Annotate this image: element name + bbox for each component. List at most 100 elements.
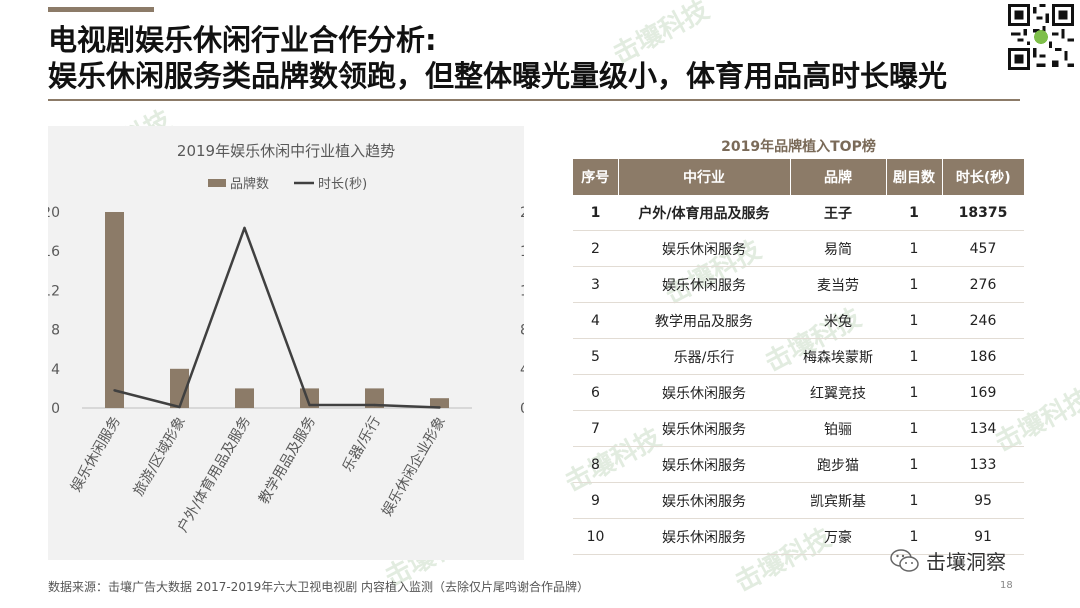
- brand-name: 击壤洞察: [926, 550, 1006, 574]
- legend-label-line: 时长(秒): [318, 177, 367, 192]
- cell-duration: 169: [942, 374, 1024, 411]
- cell-brand: 跑步猫: [790, 446, 886, 483]
- table-header-row: 序号 中行业 品牌 剧目数 时长(秒): [573, 159, 1024, 195]
- cell-show-count: 1: [886, 482, 942, 519]
- y-right-tick-label: 0: [520, 401, 524, 417]
- cell-duration: 18375: [942, 195, 1024, 231]
- page-number: 18: [1000, 580, 1013, 591]
- cell-show-count: 1: [886, 446, 942, 483]
- cell-rank: 9: [573, 482, 618, 519]
- cell-rank: 6: [573, 374, 618, 411]
- cell-industry: 娱乐休闲服务: [618, 410, 790, 447]
- cell-brand: 万豪: [790, 518, 886, 555]
- y-left-tick-label: 16: [48, 244, 60, 260]
- chart-panel: 2019年娱乐休闲中行业植入趋势 品牌数 时长(秒) 0 4 8 12 16 20 0 40…: [48, 126, 524, 560]
- line-point-5: [438, 406, 441, 409]
- x-category-label: 户外/体育用品及服务: [174, 414, 254, 536]
- y-left-tick-label: 12: [48, 283, 60, 299]
- table-row: 7 娱乐休闲服务 铂骊 1 134: [573, 410, 1024, 447]
- cell-show-count: 1: [886, 266, 942, 303]
- cell-industry: 乐器/乐行: [618, 338, 790, 375]
- cell-industry: 娱乐休闲服务: [618, 230, 790, 267]
- duration-line: [114, 226, 440, 409]
- col-header-show-count: 剧目数: [886, 159, 943, 195]
- cell-brand: 米兔: [790, 302, 886, 339]
- table-row: 10 娱乐休闲服务 万豪 1 91: [573, 518, 1024, 555]
- title-accent-bar: [48, 7, 154, 12]
- cell-rank: 2: [573, 230, 618, 267]
- cell-duration: 276: [942, 266, 1024, 303]
- cell-duration: 133: [942, 446, 1024, 483]
- cell-duration: 134: [942, 410, 1024, 447]
- cell-duration: 246: [942, 302, 1024, 339]
- cell-brand: 凯宾斯基: [790, 482, 886, 519]
- col-header-brand: 品牌: [790, 159, 887, 195]
- combo-chart: 2019年娱乐休闲中行业植入趋势 品牌数 时长(秒) 0 4 8 12 16 20 0 40…: [48, 142, 524, 536]
- brand-ranking-table: 序号 中行业 品牌 剧目数 时长(秒) 1 户外/体育用品及服务 王子 1 18375 2…: [573, 159, 1024, 555]
- cell-show-count: 1: [886, 338, 942, 375]
- bar-5: [430, 398, 449, 408]
- cell-show-count: 1: [886, 230, 942, 267]
- col-header-industry: 中行业: [618, 159, 791, 195]
- line-point-3: [308, 403, 311, 407]
- cell-industry: 户外/体育用品及服务: [618, 195, 790, 231]
- cell-show-count: 1: [886, 374, 942, 411]
- col-header-duration: 时长(秒): [942, 159, 1024, 195]
- y-left-tick-label: 8: [51, 323, 60, 339]
- table-title: 2019年品牌植入TOP榜: [721, 139, 876, 155]
- cell-rank: 4: [573, 302, 618, 339]
- table-row: 2 娱乐休闲服务 易简 1 457: [573, 230, 1024, 267]
- cell-rank: 3: [573, 266, 618, 303]
- cell-show-count: 1: [886, 518, 942, 555]
- bar-2: [235, 388, 254, 408]
- brand-signature: 击壤洞察: [890, 546, 1006, 575]
- data-source-note: 数据来源：击壤广告大数据 2017-2019年六大卫视电视剧 内容植入监测（去除…: [48, 580, 590, 594]
- title-line-2: 娱乐休闲服务类品牌数领跑，但整体曝光量级小，体育用品高时长曝光: [48, 59, 948, 93]
- title-divider: [48, 99, 1020, 101]
- y-left-tick-label: 20: [48, 205, 60, 221]
- legend-label-bar: 品牌数: [230, 176, 269, 192]
- wechat-icon: [890, 548, 919, 572]
- x-category-label: 教学用品及服务: [256, 414, 319, 507]
- cell-brand: 梅森埃蒙斯: [790, 338, 886, 375]
- cell-show-count: 1: [886, 195, 942, 231]
- cell-brand: 易简: [790, 230, 886, 267]
- y-right-tick-label: 20000: [520, 205, 524, 221]
- chart-title: 2019年娱乐休闲中行业植入趋势: [177, 142, 395, 160]
- x-category-label: 娱乐休闲企业形象: [378, 414, 449, 519]
- bar-0: [105, 212, 124, 408]
- cell-brand: 麦当劳: [790, 266, 886, 303]
- cell-rank: 5: [573, 338, 618, 375]
- cell-industry: 教学用品及服务: [618, 302, 790, 339]
- cell-industry: 娱乐休闲服务: [618, 374, 790, 411]
- y-right-tick-label: 12000: [520, 283, 524, 299]
- line-point-4: [373, 403, 376, 407]
- cell-brand: 红翼竞技: [790, 374, 886, 411]
- page-title: 电视剧娱乐休闲行业合作分析: 娱乐休闲服务类品牌数领跑，但整体曝光量级小，体育用…: [48, 22, 947, 94]
- legend-swatch-bar: [208, 179, 226, 187]
- cell-brand: 铂骊: [790, 410, 886, 447]
- cell-duration: 95: [942, 482, 1024, 519]
- cell-duration: 457: [942, 230, 1024, 267]
- cell-industry: 娱乐休闲服务: [618, 518, 790, 555]
- table-row: 9 娱乐休闲服务 凯宾斯基 1 95: [573, 482, 1024, 519]
- cell-duration: 186: [942, 338, 1024, 375]
- x-category-label: 乐器/乐行: [340, 414, 384, 475]
- cell-rank: 7: [573, 410, 618, 447]
- qr-code-icon: [1006, 4, 1076, 70]
- y-right-tick-label: 16000: [520, 244, 524, 260]
- bar-4: [365, 388, 384, 408]
- x-category-label: 娱乐休闲服务: [68, 414, 124, 495]
- col-header-rank: 序号: [573, 159, 619, 195]
- table-row: 6 娱乐休闲服务 红翼竞技 1 169: [573, 374, 1024, 411]
- y-right-tick-label: 8000: [520, 323, 524, 339]
- cell-industry: 娱乐休闲服务: [618, 446, 790, 483]
- cell-duration: 91: [942, 518, 1024, 555]
- cell-industry: 娱乐休闲服务: [618, 482, 790, 519]
- y-right-tick-label: 4000: [520, 362, 524, 378]
- cell-brand: 王子: [790, 195, 886, 231]
- cell-show-count: 1: [886, 410, 942, 447]
- line-point-1: [178, 405, 181, 409]
- table-row: 8 娱乐休闲服务 跑步猫 1 133: [573, 446, 1024, 483]
- table-row: 3 娱乐休闲服务 麦当劳 1 276: [573, 266, 1024, 303]
